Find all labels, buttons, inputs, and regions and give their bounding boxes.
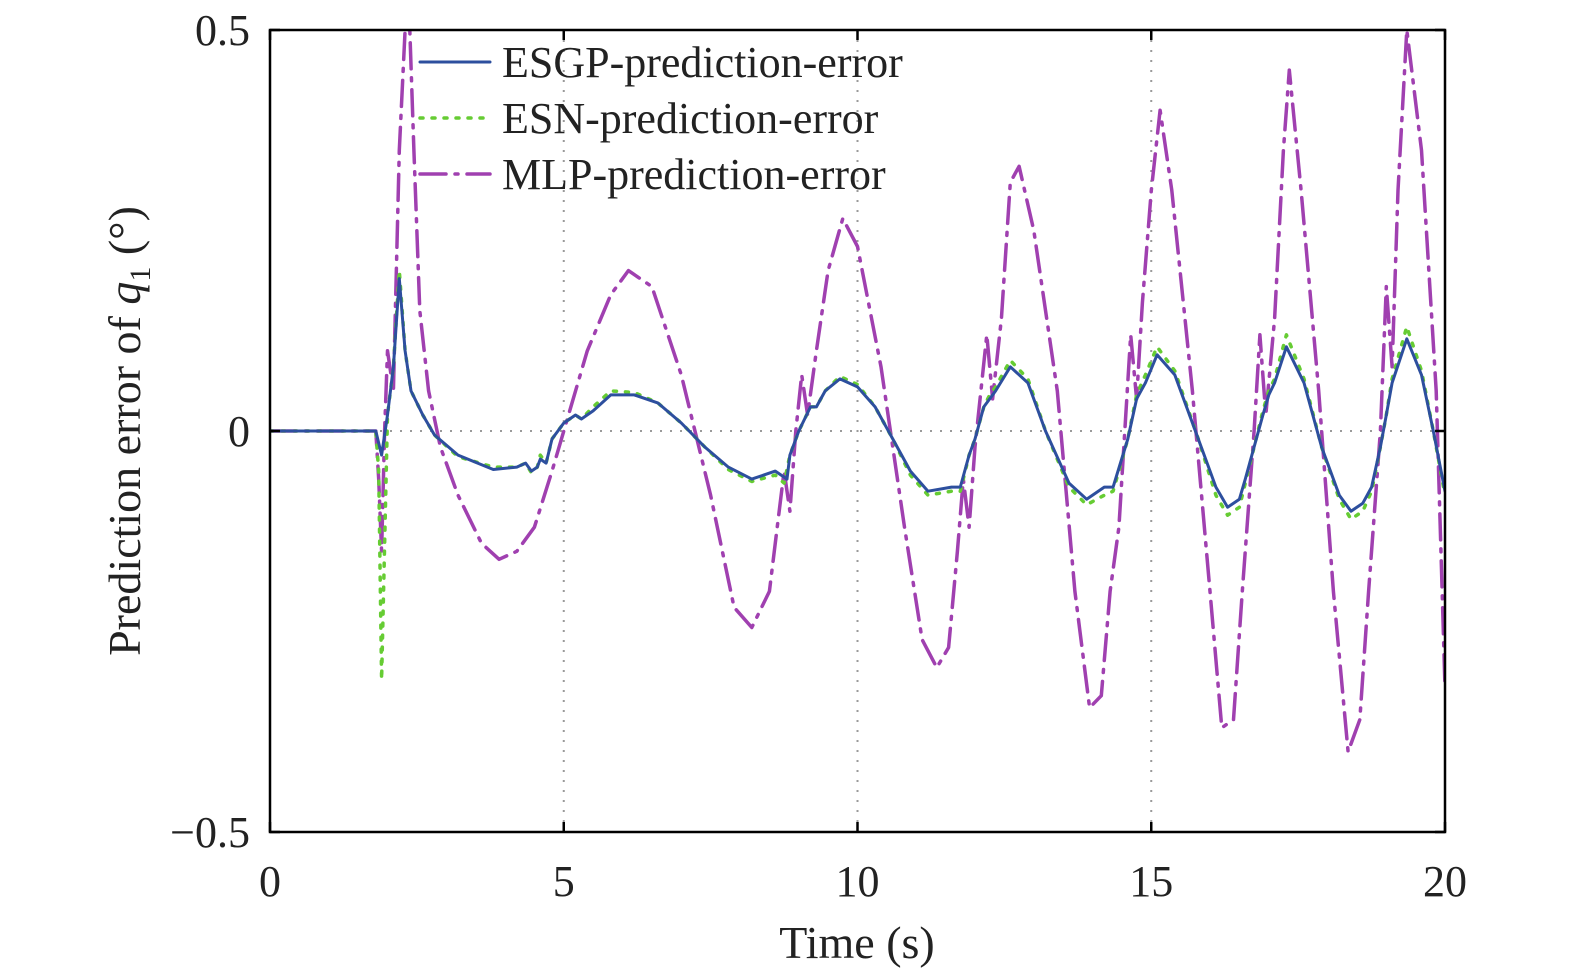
y-axis-title-variable: q bbox=[99, 282, 150, 305]
y-axis-title-suffix: (°) bbox=[99, 206, 150, 267]
legend-label: ESGP-prediction-error bbox=[502, 38, 903, 87]
axis-ticks: 0 5 10 15 20−0.500.5 bbox=[170, 6, 1467, 906]
series-line-esgp bbox=[270, 277, 1445, 513]
y-axis-title-subscript: 1 bbox=[124, 267, 157, 282]
x-tick-label: 0 bbox=[259, 857, 281, 906]
legend-label: MLP-prediction-error bbox=[502, 150, 886, 199]
x-tick-label: 5 bbox=[553, 857, 575, 906]
y-axis-title-prefix: Prediction error of bbox=[99, 305, 150, 656]
x-tick-label: 20 bbox=[1423, 857, 1467, 906]
x-tick-label: 10 bbox=[836, 857, 880, 906]
legend: ESGP-prediction-error ESN-prediction-erro… bbox=[418, 38, 903, 199]
x-tick-label: 15 bbox=[1129, 857, 1173, 906]
y-tick-label: 0.5 bbox=[195, 6, 250, 55]
series-line-esn bbox=[270, 268, 1445, 682]
y-tick-label: 0 bbox=[228, 407, 250, 456]
y-tick-label: −0.5 bbox=[170, 808, 250, 857]
legend-label: ESN-prediction-error bbox=[502, 94, 879, 143]
series-lines bbox=[270, 30, 1445, 754]
x-axis-title: Time (s) bbox=[779, 917, 935, 968]
series-line-mlp bbox=[270, 30, 1445, 754]
y-axis-title: Prediction error of q1 (°) bbox=[99, 206, 157, 656]
